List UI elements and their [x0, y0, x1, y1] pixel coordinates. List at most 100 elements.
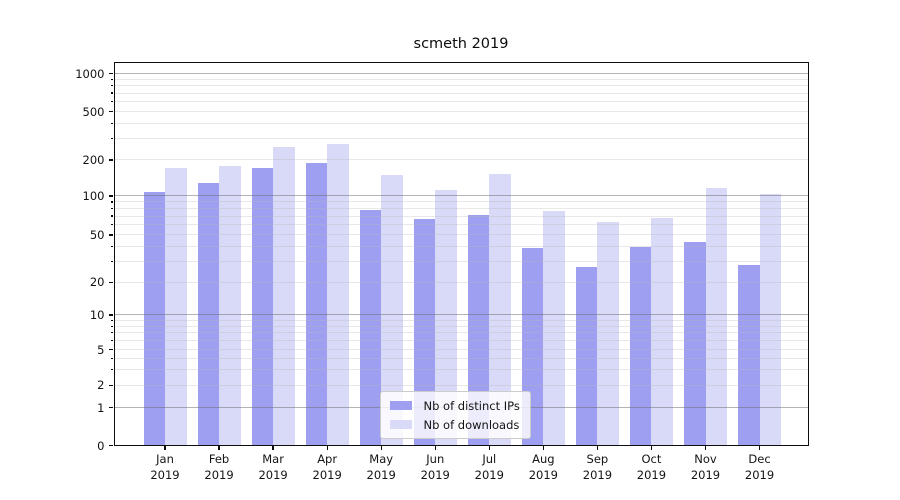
- gridline-y-minor-400: [113, 122, 809, 124]
- y-tick-50: [109, 234, 113, 236]
- x-label-year: 2019: [366, 467, 396, 482]
- x-label-year: 2019: [150, 467, 180, 482]
- gridline-y-200: [113, 159, 809, 161]
- y-tick-minor-40: [110, 245, 113, 248]
- bar-ips-feb: [197, 183, 220, 446]
- bar-downloads-nov: [705, 188, 727, 446]
- x-label-month: Sep: [586, 452, 609, 466]
- x-tick-label-jul: Jul 2019: [461, 452, 517, 483]
- x-tick-jun: [434, 445, 436, 450]
- x-tick-mar: [272, 445, 274, 450]
- y-tick-100: [109, 195, 113, 197]
- gridline-y-minor-80: [113, 208, 809, 210]
- bar-downloads-jan: [165, 168, 187, 446]
- gridline-y-5: [113, 349, 809, 350]
- y-tick-minor-300: [110, 137, 113, 140]
- x-tick-feb: [218, 445, 220, 450]
- y-tick-minor-4: [110, 357, 113, 359]
- y-tick-minor-7: [110, 332, 113, 334]
- x-label-year: 2019: [690, 467, 721, 482]
- y-tick-label-10: 10: [89, 307, 105, 322]
- y-tick-minor-8: [110, 325, 113, 327]
- y-tick-label-500: 500: [82, 104, 105, 119]
- gridline-y-minor-6: [113, 339, 809, 341]
- bar-downloads-apr: [327, 143, 349, 446]
- y-tick-500: [109, 110, 113, 113]
- gridline-y-1000: [113, 73, 809, 74]
- gridline-y-minor-600: [113, 101, 809, 102]
- x-tick-label-mar: Mar 2019: [245, 452, 301, 483]
- y-tick-label-50: 50: [89, 227, 105, 242]
- gridline-y-minor-30: [113, 260, 809, 262]
- gridline-y-100: [113, 195, 809, 197]
- gridline-y-minor-9: [113, 319, 809, 321]
- y-tick-minor-90: [110, 201, 113, 203]
- bar-ips-apr: [305, 162, 328, 446]
- x-label-year: 2019: [474, 467, 504, 482]
- bar-ips-jul: [467, 215, 490, 446]
- x-label-month: May: [369, 452, 394, 466]
- y-tick-200: [109, 159, 113, 161]
- y-tick-label-100: 100: [82, 188, 105, 203]
- x-label-month: Dec: [748, 452, 771, 466]
- x-label-year: 2019: [744, 467, 775, 482]
- gridline-y-minor-7: [113, 332, 809, 334]
- y-tick-1: [109, 407, 113, 409]
- y-tick-minor-700: [110, 92, 113, 94]
- x-tick-label-nov: Nov 2019: [678, 452, 734, 483]
- gridline-y-10: [113, 314, 809, 316]
- x-label-year: 2019: [258, 467, 288, 482]
- y-tick-1000: [109, 72, 113, 75]
- y-tick-minor-6: [110, 339, 113, 342]
- bar-downloads-oct: [651, 217, 673, 446]
- x-label-month: Feb: [208, 452, 230, 466]
- gridline-y-minor-4: [113, 357, 809, 359]
- bar-downloads-sep: [597, 221, 619, 446]
- y-tick-label-1000: 1000: [75, 66, 105, 81]
- x-tick-aug: [542, 445, 544, 450]
- bar-ips-mar: [251, 167, 274, 446]
- legend-item-downloads: Nb of downloads: [389, 417, 520, 432]
- y-tick-0: [109, 444, 113, 447]
- gridline-y-minor-70: [113, 215, 809, 217]
- x-label-month: Jun: [426, 452, 445, 466]
- bar-ips-jun: [413, 218, 436, 446]
- bar-downloads-jun: [435, 189, 457, 446]
- x-tick-label-feb: Feb 2019: [191, 452, 247, 483]
- gridline-y-minor-8: [113, 325, 809, 327]
- y-tick-label-2: 2: [97, 378, 105, 393]
- gridline-y-minor-700: [113, 92, 809, 94]
- y-tick-label-5: 5: [97, 342, 105, 357]
- x-label-year: 2019: [582, 467, 613, 482]
- x-tick-jul: [488, 445, 490, 450]
- x-label-month: Nov: [694, 452, 717, 466]
- y-tick-minor-70: [110, 215, 113, 217]
- legend-label-distinct-ips: Nb of distinct IPs: [423, 398, 520, 413]
- gridline-y-50: [113, 234, 809, 236]
- legend-item-distinct-ips: Nb of distinct IPs: [389, 398, 520, 413]
- gridline-y-20: [113, 281, 809, 283]
- x-tick-label-jan: Jan 2019: [137, 452, 193, 483]
- x-tick-dec: [758, 445, 761, 450]
- x-tick-nov: [704, 445, 707, 450]
- gridline-y-minor-60: [113, 224, 809, 226]
- x-tick-label-sep: Sep 2019: [569, 452, 625, 483]
- x-label-year: 2019: [204, 467, 234, 482]
- y-tick-label-20: 20: [89, 275, 105, 290]
- x-label-month: Jul: [482, 452, 497, 466]
- x-label-year: 2019: [528, 467, 558, 482]
- y-tick-5: [109, 348, 113, 351]
- y-tick-minor-30: [110, 260, 113, 263]
- bar-downloads-aug: [543, 211, 565, 446]
- y-tick-minor-600: [110, 100, 113, 103]
- y-tick-label-1: 1: [97, 400, 105, 415]
- bar-downloads-jul: [489, 173, 511, 446]
- x-tick-apr: [326, 445, 328, 450]
- x-tick-label-jun: Jun 2019: [407, 452, 463, 483]
- y-tick-minor-60: [110, 224, 113, 226]
- bar-ips-dec: [738, 265, 760, 446]
- x-label-year: 2019: [420, 467, 450, 482]
- bar-ips-nov: [684, 241, 706, 446]
- y-tick-minor-3: [110, 368, 113, 371]
- x-tick-label-apr: Apr 2019: [299, 452, 355, 483]
